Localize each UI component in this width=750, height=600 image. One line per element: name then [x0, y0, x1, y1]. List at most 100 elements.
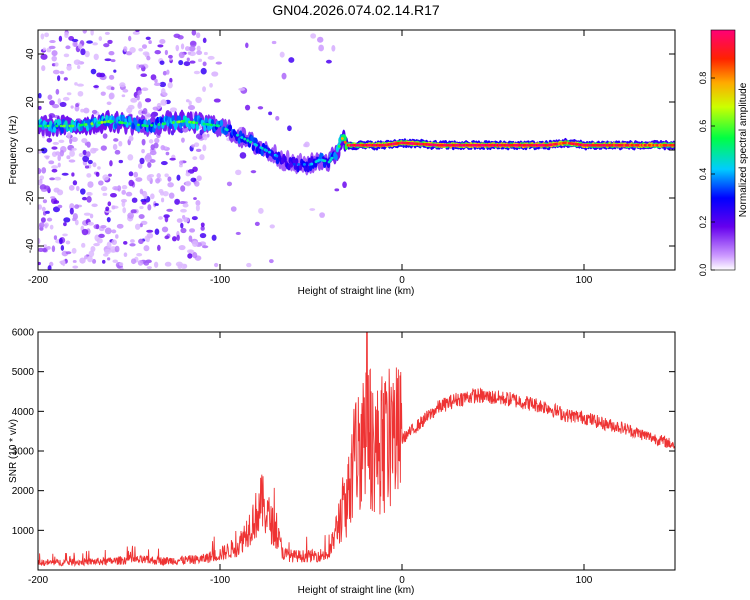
- heat-speck: [143, 245, 150, 252]
- heat-band: [136, 125, 141, 133]
- heat-speck: [57, 204, 63, 209]
- heat-speck: [57, 98, 62, 105]
- heat-speck: [39, 175, 45, 181]
- snr-ytick-label: 2000: [12, 486, 35, 497]
- heat-speck: [180, 227, 187, 234]
- heat-speck: [49, 224, 54, 230]
- heat-speck: [143, 192, 148, 200]
- heat-speck: [66, 155, 71, 160]
- heat-speck: [189, 228, 196, 233]
- heat-speck: [84, 50, 90, 58]
- heat-speck: [146, 174, 152, 182]
- heat-band: [49, 120, 53, 128]
- heat-speck: [93, 85, 99, 88]
- heat-speck: [59, 101, 67, 108]
- heat-speck: [108, 92, 115, 100]
- heat-core: [55, 124, 59, 128]
- heat-speck: [91, 109, 98, 114]
- heat-speck: [269, 259, 274, 264]
- heat-speck: [78, 152, 84, 158]
- heat-speck: [75, 103, 80, 108]
- heat-speck: [52, 69, 60, 75]
- heat-core: [110, 119, 114, 123]
- heat-speck: [57, 75, 61, 82]
- heat-speck: [123, 46, 128, 52]
- heat-speck: [195, 148, 202, 152]
- heat-speck: [115, 234, 119, 239]
- heat-speck: [87, 181, 94, 188]
- heat-core: [323, 159, 327, 163]
- heat-speck: [42, 47, 47, 51]
- heat-core: [43, 124, 47, 128]
- heat-speck: [86, 191, 92, 196]
- heat-band: [250, 135, 254, 143]
- heat-speck: [41, 206, 46, 212]
- heat-band: [260, 149, 264, 157]
- heat-speck: [59, 70, 65, 75]
- heat-speck: [145, 36, 151, 40]
- heat-speck: [138, 214, 145, 219]
- heat-speck: [226, 181, 233, 187]
- heat-speck: [68, 185, 75, 191]
- heat-speck: [107, 39, 113, 44]
- heat-speck: [162, 190, 169, 197]
- heat-core: [46, 124, 50, 128]
- heat-speck: [164, 235, 170, 240]
- heat-speck: [65, 240, 71, 245]
- spectrogram-xtick-label: -100: [210, 275, 230, 286]
- heat-speck: [161, 226, 169, 233]
- snr-ytick-label: 5000: [12, 367, 35, 378]
- heat-speck: [140, 73, 148, 77]
- heat-speck: [141, 87, 149, 92]
- heat-speck: [71, 38, 79, 42]
- heat-speck: [81, 196, 88, 201]
- heat-speck: [63, 53, 70, 58]
- heat-speck: [139, 157, 145, 165]
- heat-speck: [147, 204, 152, 211]
- heat-speck: [245, 42, 249, 49]
- heat-speck: [310, 33, 317, 39]
- heat-speck: [63, 217, 71, 223]
- heat-speck: [81, 228, 89, 236]
- heat-speck: [127, 212, 134, 219]
- heat-core: [260, 146, 264, 150]
- heat-speck: [128, 135, 134, 142]
- spectrogram-xtick-label: -200: [28, 275, 48, 286]
- heat-speck: [178, 59, 184, 66]
- heat-band: [131, 122, 136, 130]
- heat-speck: [196, 45, 201, 52]
- heat-speck: [176, 174, 181, 181]
- heat-core: [330, 156, 334, 160]
- heat-speck: [192, 240, 199, 247]
- heat-speck: [72, 217, 77, 222]
- heat-speck: [110, 86, 115, 91]
- heat-core: [80, 123, 84, 127]
- spectrogram-ylabel: Frequency (Hz): [8, 116, 19, 185]
- heat-speck: [149, 150, 157, 156]
- heat-core: [302, 163, 306, 166]
- heat-speck: [183, 61, 191, 67]
- heat-speck: [119, 267, 124, 270]
- heat-speck: [137, 260, 144, 266]
- heat-speck: [202, 37, 207, 43]
- heat-speck: [202, 144, 207, 152]
- heat-speck: [51, 168, 58, 173]
- heat-core: [249, 140, 253, 144]
- heat-speck: [180, 222, 184, 229]
- heat-speck: [100, 91, 106, 96]
- heat-speck: [45, 210, 50, 214]
- heat-core: [240, 136, 244, 139]
- heat-speck: [51, 245, 56, 253]
- heat-speck: [159, 60, 165, 65]
- heat-speck: [157, 244, 161, 252]
- heat-speck: [160, 99, 167, 106]
- heat-speck: [287, 125, 292, 132]
- colorbar: 0.0 0.2 0.4 0.6 0.8 Normalized spectral ampl…: [698, 29, 749, 276]
- heat-speck: [93, 243, 100, 247]
- heat-speck: [142, 51, 150, 56]
- heat-band: [292, 156, 296, 164]
- heat-speck: [79, 257, 86, 264]
- heat-band: [251, 144, 256, 152]
- heat-speck: [123, 241, 128, 245]
- heat-core: [84, 123, 88, 126]
